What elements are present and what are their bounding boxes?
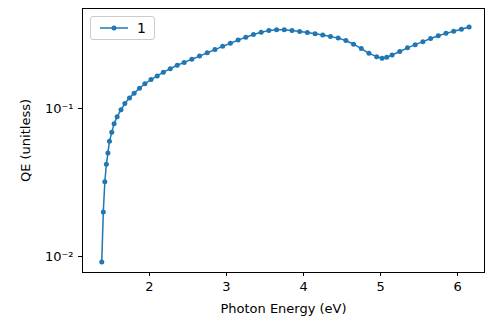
svg-text:QE (unitless): QE (unitless): [18, 99, 33, 182]
html-text:1: 1: [137, 20, 146, 36]
svg-text:10⁻²: 10⁻²: [45, 249, 74, 264]
svg-text:4: 4: [299, 279, 307, 294]
svg-text:Photon Energy (eV): Photon Energy (eV): [220, 301, 346, 316]
svg-text:5: 5: [376, 279, 384, 294]
svg-text:6: 6: [453, 279, 461, 294]
svg-text:10⁻¹: 10⁻¹: [45, 101, 74, 116]
svg-text:3: 3: [222, 279, 230, 294]
svg-text:2: 2: [145, 279, 153, 294]
